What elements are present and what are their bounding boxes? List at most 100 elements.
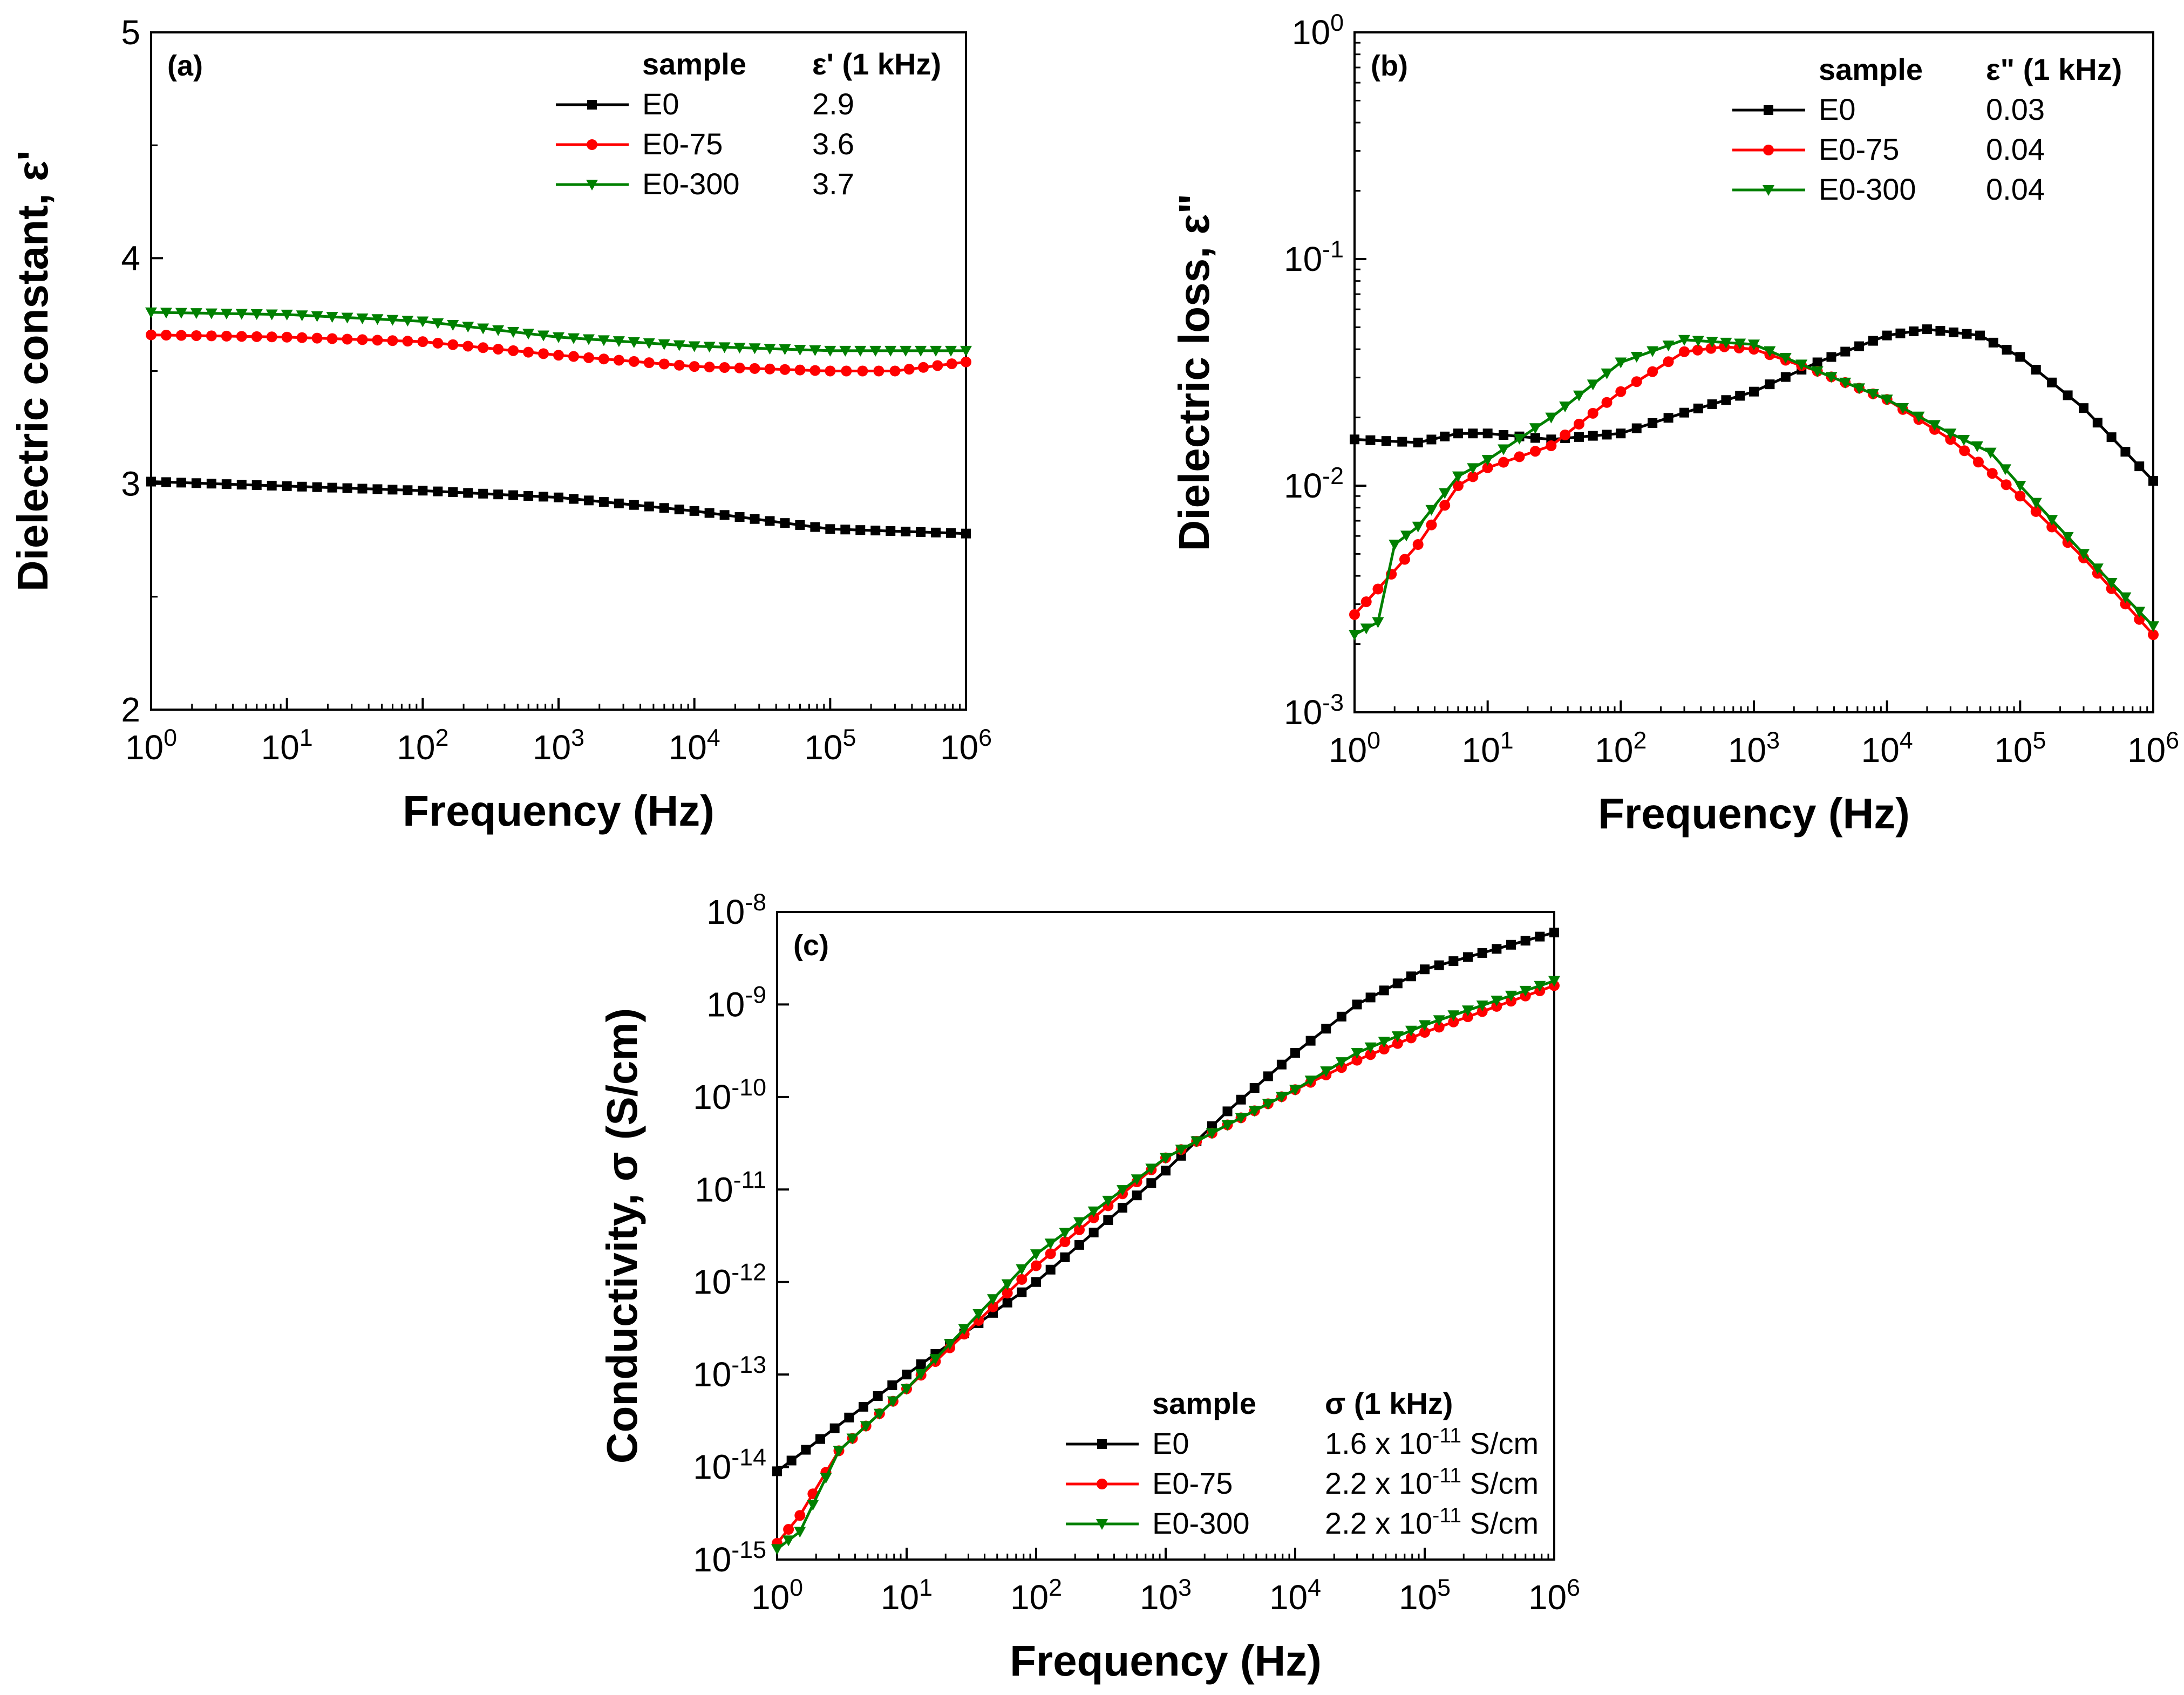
data-point-E0 — [780, 518, 790, 528]
y-axis-title: Conductivity, σ (S/cm) — [598, 1008, 646, 1463]
data-point-E0 — [765, 516, 775, 526]
data-point-E0-75 — [462, 341, 474, 352]
data-point-E0-300 — [2133, 607, 2146, 618]
data-point-E0-75 — [2148, 629, 2159, 641]
data-point-E0-300 — [1131, 1174, 1143, 1186]
data-point-E0-300 — [673, 340, 685, 351]
data-point-E0-300 — [779, 344, 791, 356]
data-point-E0 — [508, 490, 519, 500]
x-tick-label: 104 — [1269, 1574, 1321, 1617]
data-point-E0-300 — [1351, 1048, 1363, 1059]
y-tick-label: 10-8 — [706, 889, 766, 931]
data-point-E0 — [786, 1455, 797, 1466]
data-point-E0-75 — [523, 346, 534, 358]
data-point-E0 — [801, 1445, 811, 1455]
data-point-E0 — [191, 478, 201, 488]
data-point-E0-75 — [326, 333, 338, 344]
data-point-E0-75 — [1546, 440, 1557, 452]
data-point-E0-300 — [900, 345, 912, 357]
data-point-E0-300 — [2119, 592, 2132, 603]
data-point-E0-75 — [1663, 356, 1674, 367]
data-point-E0-300 — [1971, 441, 1983, 452]
data-point-E0-75 — [779, 364, 791, 375]
legend-entry-value: 2.2 x 10-11 S/cm — [1325, 1464, 1539, 1501]
y-tick-label: 10-3 — [1284, 689, 1344, 732]
data-point-E0-300 — [1304, 1075, 1317, 1087]
data-point-E0 — [1249, 1083, 1260, 1093]
legend-entry-value: 2.9 — [812, 87, 854, 121]
data-point-E0-75 — [598, 353, 609, 365]
data-point-E0 — [1679, 407, 1690, 418]
data-point-E0-75 — [961, 356, 971, 367]
data-point-E0 — [1146, 1178, 1156, 1188]
data-point-E0-300 — [764, 344, 776, 355]
data-point-E0-75 — [1360, 596, 1372, 608]
data-point-E0-75 — [417, 336, 428, 348]
panel-c-conductivity: 100 101 102 103 104 105 10610-1510-1410-1310-1… — [598, 889, 1580, 1685]
data-point-E0-300 — [929, 1354, 942, 1365]
y-tick-label: 10-12 — [693, 1259, 766, 1302]
data-point-E0-75 — [1351, 1054, 1363, 1066]
data-point-E0 — [221, 479, 232, 489]
data-point-E0 — [1448, 956, 1459, 966]
data-point-legend-E0-300 — [1096, 1519, 1108, 1530]
data-point-E0 — [1290, 1048, 1300, 1058]
data-point-E0-300 — [658, 339, 670, 350]
data-point-E0-75 — [1972, 457, 1984, 468]
data-point-E0 — [1336, 1011, 1346, 1022]
data-point-E0-75 — [1016, 1274, 1028, 1285]
legend-entry-value: 0.04 — [1986, 132, 2045, 166]
data-point-E0-300 — [567, 333, 580, 344]
data-point-E0 — [1060, 1252, 1070, 1262]
y-tick-label: 5 — [121, 13, 140, 52]
data-point-E0-75 — [1405, 1032, 1417, 1044]
x-tick-label: 106 — [2127, 727, 2179, 770]
y-tick-label: 10-11 — [695, 1166, 766, 1209]
data-point-E0-300 — [266, 309, 278, 321]
data-point-E0-300 — [1706, 337, 1718, 348]
data-point-E0 — [1453, 428, 1463, 439]
data-point-E0-300 — [1391, 1031, 1404, 1043]
data-point-E0-300 — [718, 342, 731, 353]
data-point-E0 — [886, 526, 896, 536]
data-point-E0 — [1074, 1240, 1084, 1250]
data-point-E0 — [1935, 325, 1945, 336]
data-point-E0 — [1765, 379, 1775, 390]
data-point-E0 — [146, 476, 156, 487]
data-point-E0-300 — [1662, 341, 1675, 352]
legend-header-sample: sample — [642, 47, 746, 81]
y-tick-label: 10-13 — [693, 1351, 766, 1394]
data-point-E0 — [1276, 1059, 1287, 1070]
x-axis: 100 101 102 103 104 105 106 — [751, 1548, 1580, 1617]
data-point-E0-300 — [2030, 498, 2042, 509]
data-point-E0-75 — [266, 331, 277, 343]
data-point-E0-300 — [972, 1309, 985, 1320]
data-point-E0 — [2031, 365, 2041, 375]
data-point-E0-300 — [205, 308, 217, 319]
data-point-E0 — [644, 501, 654, 512]
x-tick-label: 101 — [1462, 727, 1514, 770]
data-point-E0 — [1426, 434, 1437, 445]
data-point-E0-75 — [1587, 407, 1598, 419]
data-point-E0-75 — [903, 364, 915, 375]
data-point-E0-300 — [688, 341, 700, 352]
data-point-E0 — [1305, 1036, 1316, 1046]
data-point-E0-75 — [1573, 418, 1584, 430]
data-point-E0-75 — [553, 350, 564, 361]
y-tick-label: 100 — [1292, 9, 1344, 52]
data-point-E0-75 — [918, 362, 929, 373]
data-point-E0 — [1826, 352, 1836, 362]
data-point-E0-300 — [1447, 1010, 1460, 1022]
legend-entry-name: E0 — [642, 87, 679, 121]
data-point-E0-300 — [1779, 353, 1792, 364]
data-point-E0 — [312, 482, 322, 492]
data-point-E0-300 — [175, 308, 187, 319]
data-point-E0-300 — [1117, 1185, 1128, 1196]
data-point-E0 — [206, 479, 216, 489]
data-point-E0-300 — [341, 312, 353, 324]
data-point-E0 — [946, 528, 956, 538]
data-point-E0 — [961, 528, 971, 539]
data-point-E0 — [1520, 936, 1530, 946]
data-point-E0-75 — [719, 362, 730, 373]
data-point-E0-300 — [1491, 996, 1503, 1007]
